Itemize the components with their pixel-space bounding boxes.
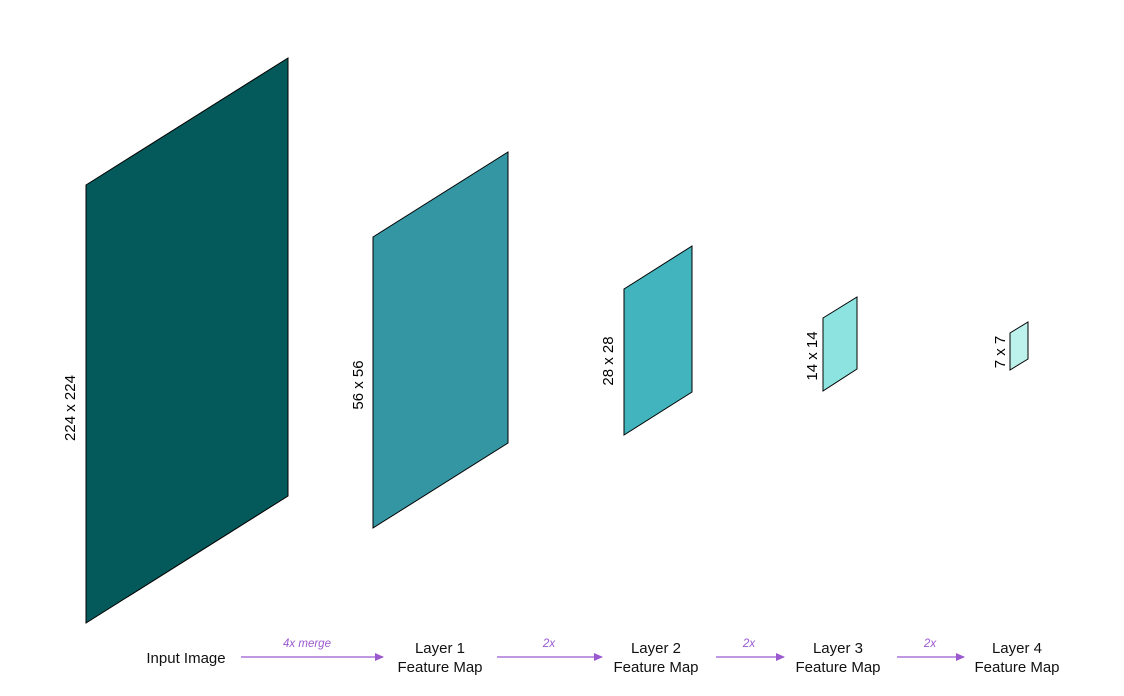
arrow-layer2-to-layer3-label: 2x [742,638,756,650]
input-dim-label: 224 x 224 [62,375,79,441]
layer2-feature-map-plane [623,245,693,436]
layer3-label-line1: Layer 3 [813,640,863,657]
input-image-plane [85,57,289,624]
arrow-layer1-to-layer2-label: 2x [542,638,556,650]
layer1-feature-map-plane [372,151,509,529]
layer1-dim-label: 56 x 56 [350,360,367,409]
layer4-label-line2: Feature Map [974,659,1059,676]
layer3-label-line2: Feature Map [795,659,880,676]
layer1-label-line1: Layer 1 [415,640,465,657]
layer2-label-line2: Feature Map [613,659,698,676]
layer4-feature-map-plane [1009,321,1029,371]
layer4-dim-label: 7 x 7 [992,336,1009,369]
layer2-label-line1: Layer 2 [631,640,681,657]
arrow-layer3-to-layer4-label: 2x [923,638,937,650]
input-image-label: Input Image [146,650,225,667]
arrow-input-to-layer1-label: 4x merge [283,638,331,650]
layer2-dim-label: 28 x 28 [600,336,617,385]
layer3-feature-map-plane [822,296,858,392]
layer3-dim-label: 14 x 14 [804,331,821,380]
layer1-label-line2: Feature Map [397,659,482,676]
layer4-label-line1: Layer 4 [992,640,1042,657]
